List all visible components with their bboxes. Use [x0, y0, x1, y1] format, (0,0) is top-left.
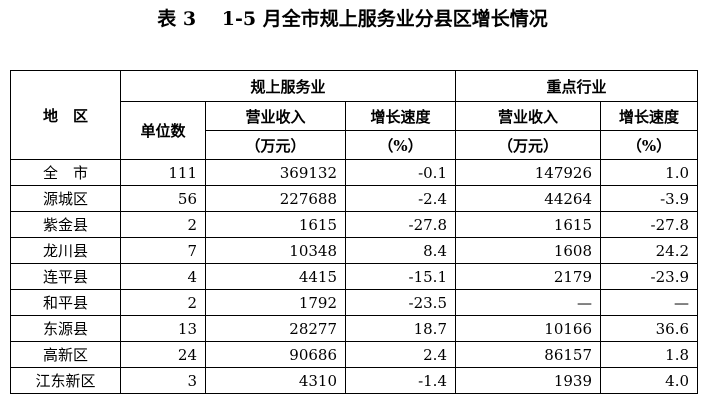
table-cell: （%）	[599, 130, 699, 160]
table-cell: 1615	[205, 211, 346, 238]
table-cell: 东源县	[10, 315, 121, 342]
table-cell: 18.7	[345, 315, 456, 342]
table-cell: 44264	[455, 185, 601, 212]
table-cell: 36.6	[599, 315, 699, 342]
table-cell: 1608	[455, 237, 601, 264]
table-cell: （万元）	[205, 130, 346, 160]
table-cell: 4310	[205, 367, 346, 394]
table-cell: 4	[120, 263, 206, 290]
table-cell: 24	[120, 341, 206, 368]
table-cell: 4.0	[599, 367, 699, 394]
table-cell: 111	[120, 159, 206, 186]
table-cell: 369132	[205, 159, 346, 186]
table-cell: 24.2	[599, 237, 699, 264]
table-cell: 10348	[205, 237, 346, 264]
table-cell: —	[455, 289, 601, 316]
table-cell: -2.4	[345, 185, 456, 212]
table-cell: -0.1	[345, 159, 456, 186]
table-row: 江东新区 3 4310 -1.4 1939 4.0	[10, 367, 699, 394]
table-cell: 增长速度	[599, 101, 699, 131]
table-cell: 全 市	[10, 159, 121, 186]
table-cell: 227688	[205, 185, 346, 212]
header-cell: 重点行业	[454, 70, 699, 102]
table-row: 连平县 4 4415 -15.1 2179 -23.9	[10, 263, 699, 290]
table-cell: 3	[120, 367, 206, 394]
table-row: 紫金县 2 1615 -27.8 1615 -27.8	[10, 211, 699, 238]
table-cell: （万元）	[455, 130, 601, 160]
table-row: 高新区 24 90686 2.4 86157 1.8	[10, 341, 699, 368]
table-cell: 4415	[205, 263, 346, 290]
table-cell: -27.8	[345, 211, 456, 238]
table-cell: 和平县	[10, 289, 121, 316]
table-cell: 8.4	[345, 237, 456, 264]
table-cell: 1615	[455, 211, 601, 238]
table-cell: 1939	[455, 367, 601, 394]
table-cell: 1.8	[599, 341, 699, 368]
table-cell: 连平县	[10, 263, 121, 290]
table-row: 东源县 13 28277 18.7 10166 36.6	[10, 315, 699, 342]
table-cell: 单位数	[120, 101, 206, 160]
table-cell: 营业收入	[205, 101, 346, 131]
table-title: 表 3 1-5 月全市规上服务业分县区增长情况	[157, 8, 548, 30]
table-cell: 28277	[205, 315, 346, 342]
table-cell: （%）	[345, 130, 456, 160]
table-cell: 147926	[455, 159, 601, 186]
table-cell: 86157	[455, 341, 601, 368]
table-cell: —	[599, 289, 699, 316]
table-cell: -23.5	[345, 289, 456, 316]
table-cell: -1.4	[345, 367, 456, 394]
table-cell: 10166	[455, 315, 601, 342]
table-row: 龙川县 7 10348 8.4 1608 24.2	[10, 237, 699, 264]
table-cell: 13	[120, 315, 206, 342]
table-cell: 56	[120, 185, 206, 212]
header-cell: 地 区	[10, 70, 121, 160]
table-cell: 2179	[455, 263, 601, 290]
table-cell: -3.9	[599, 185, 699, 212]
table-row: 全 市 111 369132 -0.1 147926 1.0	[10, 159, 699, 186]
table-cell: -27.8	[599, 211, 699, 238]
table-cell: 紫金县	[10, 211, 121, 238]
table-cell: 2.4	[345, 341, 456, 368]
data-table: 地 区 规上服务业 重点行业 单位数 营业收入 增长速度 营业收入 增长速度 （万元）（…	[10, 70, 699, 394]
table-cell: 2	[120, 211, 206, 238]
table-cell: 源城区	[10, 185, 121, 212]
table-cell: 江东新区	[10, 367, 121, 394]
table-cell: 营业收入	[455, 101, 601, 131]
table-cell: 90686	[205, 341, 346, 368]
table-cell: 1.0	[599, 159, 699, 186]
table-row: 和平县 2 1792 -23.5— —	[10, 289, 699, 316]
table-cell: 2	[120, 289, 206, 316]
table-cell: -23.9	[599, 263, 699, 290]
header-cell: 规上服务业	[120, 70, 456, 102]
table-row: 源城区 56 227688 -2.4 44264 -3.9	[10, 185, 699, 212]
table-cell: -15.1	[345, 263, 456, 290]
table-cell: 增长速度	[345, 101, 456, 131]
table-cell: 7	[120, 237, 206, 264]
table-cell: 1792	[205, 289, 346, 316]
table-cell: 高新区	[10, 341, 121, 368]
table-cell: 龙川县	[10, 237, 121, 264]
